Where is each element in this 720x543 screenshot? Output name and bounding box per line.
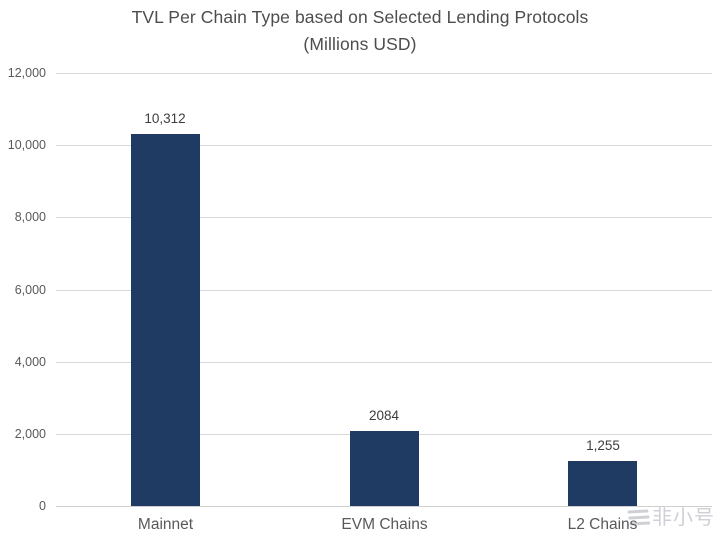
y-axis-tick-label: 4,000	[14, 355, 46, 369]
chart-title: TVL Per Chain Type based on Selected Len…	[0, 4, 720, 58]
watermark-text: 非小号	[652, 507, 715, 529]
bar-evm-chains	[350, 431, 419, 506]
gridline	[56, 217, 712, 218]
y-axis-tick-label: 0	[39, 499, 46, 513]
y-axis-tick-label: 6,000	[14, 283, 46, 297]
watermark-logo-icon	[627, 509, 650, 526]
watermark: 非小号	[626, 505, 715, 531]
chart-title-line1: TVL Per Chain Type based on Selected Len…	[131, 7, 589, 27]
chart-title-line2: (Millions USD)	[303, 34, 417, 54]
gridline	[56, 73, 712, 74]
x-axis-category-label: L2 Chains	[567, 516, 638, 533]
gridline	[56, 145, 712, 146]
y-axis-tick-label: 12,000	[7, 66, 46, 80]
x-axis-line	[56, 506, 712, 507]
y-axis-tick-label: 10,000	[7, 138, 46, 152]
bar-value-label: 2084	[368, 408, 400, 423]
gridline	[56, 362, 712, 363]
bar-mainnet	[131, 134, 200, 506]
gridline	[56, 290, 712, 291]
bar-l2-chains	[568, 461, 637, 506]
y-axis-tick-label: 8,000	[14, 210, 46, 224]
x-axis-category-label: EVM Chains	[341, 516, 428, 533]
bar-value-label: 1,255	[586, 438, 620, 453]
bar-value-label: 10,312	[144, 111, 186, 126]
y-axis-tick-label: 2,000	[14, 427, 46, 441]
x-axis-category-label: Mainnet	[137, 516, 194, 533]
